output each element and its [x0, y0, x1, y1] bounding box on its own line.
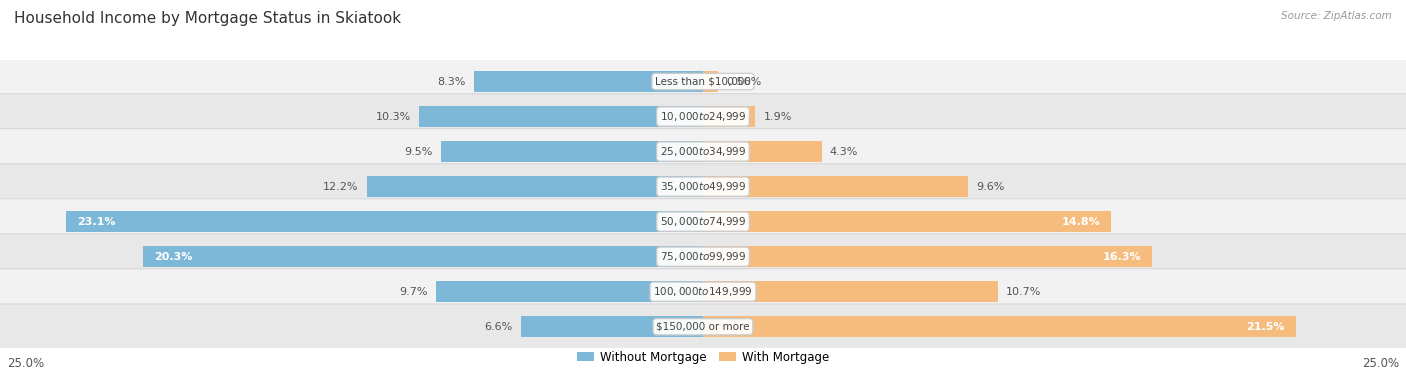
Text: Less than $10,000: Less than $10,000	[655, 76, 751, 87]
Text: $150,000 or more: $150,000 or more	[657, 322, 749, 332]
Bar	[419, 106, 703, 127]
Text: $75,000 to $99,999: $75,000 to $99,999	[659, 250, 747, 263]
Bar	[703, 176, 967, 197]
Bar	[143, 246, 703, 267]
Bar	[436, 281, 703, 302]
FancyBboxPatch shape	[0, 164, 1406, 209]
Text: $35,000 to $49,999: $35,000 to $49,999	[659, 180, 747, 193]
FancyBboxPatch shape	[0, 94, 1406, 139]
FancyBboxPatch shape	[0, 59, 1406, 104]
FancyBboxPatch shape	[0, 304, 1406, 350]
Legend: Without Mortgage, With Mortgage: Without Mortgage, With Mortgage	[572, 346, 834, 368]
Bar	[474, 71, 703, 92]
FancyBboxPatch shape	[0, 129, 1406, 174]
Text: 9.7%: 9.7%	[399, 287, 427, 297]
Text: 10.7%: 10.7%	[1007, 287, 1042, 297]
Text: $100,000 to $149,999: $100,000 to $149,999	[654, 285, 752, 298]
Text: 0.56%: 0.56%	[727, 76, 762, 87]
Text: 12.2%: 12.2%	[323, 181, 359, 192]
Text: 25.0%: 25.0%	[1362, 358, 1399, 370]
Text: 1.9%: 1.9%	[763, 112, 792, 122]
Bar	[703, 71, 718, 92]
FancyBboxPatch shape	[0, 199, 1406, 245]
Bar	[522, 316, 703, 337]
Text: $25,000 to $34,999: $25,000 to $34,999	[659, 145, 747, 158]
Bar	[703, 281, 998, 302]
Text: $50,000 to $74,999: $50,000 to $74,999	[659, 215, 747, 228]
Text: Source: ZipAtlas.com: Source: ZipAtlas.com	[1281, 11, 1392, 21]
Bar	[441, 141, 703, 162]
Text: 20.3%: 20.3%	[155, 252, 193, 262]
Text: 25.0%: 25.0%	[7, 358, 44, 370]
Text: 6.6%: 6.6%	[485, 322, 513, 332]
Text: 10.3%: 10.3%	[375, 112, 411, 122]
Text: $10,000 to $24,999: $10,000 to $24,999	[659, 110, 747, 123]
Bar	[703, 316, 1296, 337]
Text: 14.8%: 14.8%	[1062, 217, 1099, 227]
Bar	[367, 176, 703, 197]
Text: 4.3%: 4.3%	[830, 147, 858, 156]
Text: 8.3%: 8.3%	[437, 76, 465, 87]
FancyBboxPatch shape	[0, 269, 1406, 314]
Text: 9.6%: 9.6%	[976, 181, 1004, 192]
Text: 9.5%: 9.5%	[405, 147, 433, 156]
Bar	[703, 141, 821, 162]
Bar	[703, 211, 1111, 232]
FancyBboxPatch shape	[0, 234, 1406, 279]
Text: 16.3%: 16.3%	[1102, 252, 1142, 262]
Bar	[703, 246, 1153, 267]
Text: Household Income by Mortgage Status in Skiatook: Household Income by Mortgage Status in S…	[14, 11, 401, 26]
Bar	[66, 211, 703, 232]
Text: 23.1%: 23.1%	[77, 217, 115, 227]
Text: 21.5%: 21.5%	[1246, 322, 1285, 332]
Bar	[703, 106, 755, 127]
